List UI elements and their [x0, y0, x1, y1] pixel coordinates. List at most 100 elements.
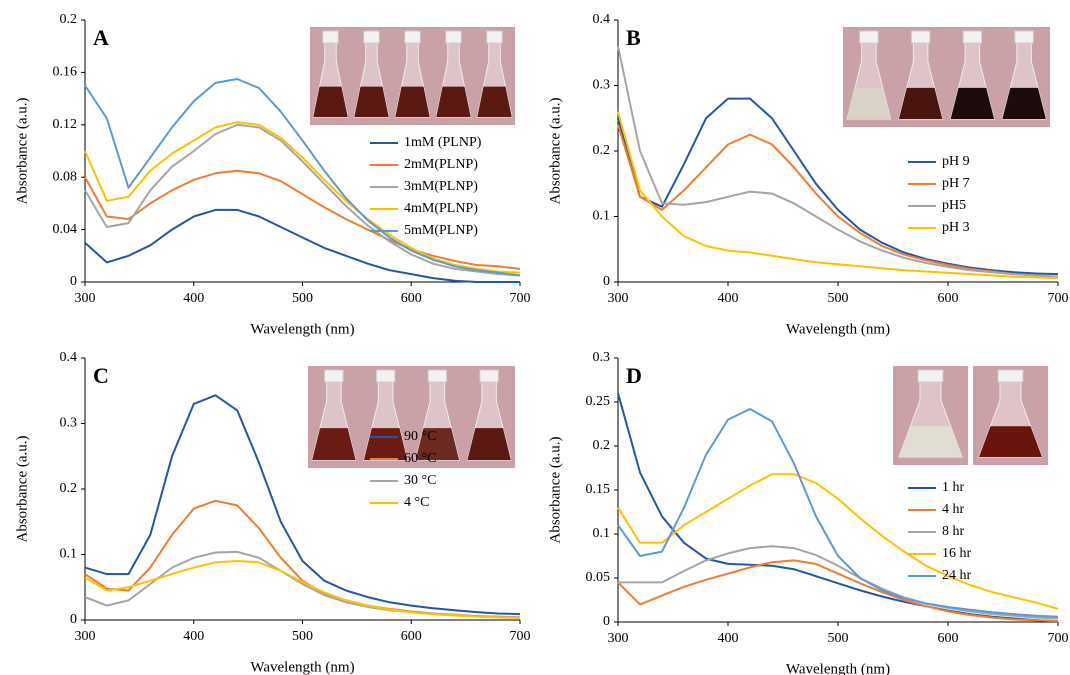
series-line — [617, 111, 1059, 280]
y-tick-label: 0.4 — [593, 12, 611, 27]
y-tick-label: 0.04 — [53, 222, 78, 237]
legend-label: 4 °C — [404, 495, 429, 510]
x-tick-label: 300 — [608, 291, 629, 306]
x-tick-label: 300 — [75, 629, 96, 644]
flask-cap — [322, 30, 339, 44]
y-tick-label: 0.1 — [593, 526, 611, 541]
x-tick-label: 600 — [401, 629, 422, 644]
x-tick-label: 600 — [938, 631, 959, 646]
series-line — [618, 545, 1059, 620]
flask-cap — [910, 30, 931, 44]
series-line — [617, 97, 1059, 276]
flask-cap — [859, 30, 879, 44]
flask-liquid — [847, 87, 891, 119]
flask-cap — [962, 30, 983, 44]
series-line — [84, 169, 521, 270]
flask-liquid — [477, 86, 512, 117]
y-tick-label: 0.2 — [593, 438, 611, 453]
x-tick-label: 400 — [183, 291, 204, 306]
y-tick-label: 0.3 — [593, 78, 611, 93]
flask-cap — [917, 369, 944, 383]
y-tick-label: 0 — [70, 274, 77, 289]
y-tick-label: 0.2 — [60, 481, 78, 496]
series-line — [84, 208, 520, 283]
y-tick-label: 0.12 — [53, 117, 78, 132]
legend-label: 8 hr — [942, 524, 965, 539]
x-tick-label: 700 — [1048, 631, 1069, 646]
x-tick-label: 500 — [828, 631, 849, 646]
legend-label: 4mM(PLNP) — [404, 201, 478, 216]
y-tick-label: 0 — [603, 274, 610, 289]
y-axis-label: Absorbance (a.u.) — [14, 435, 30, 542]
x-tick-label: 700 — [510, 629, 531, 644]
legend-label: 5mM(PLNP) — [404, 223, 478, 238]
series-line — [84, 560, 521, 619]
flask-cap — [363, 30, 380, 44]
x-tick-label: 500 — [292, 291, 313, 306]
flask-liquid — [312, 428, 356, 460]
panel-label: A — [93, 25, 109, 50]
legend-label: 1mM (PLNP) — [404, 135, 482, 150]
y-tick-label: 0 — [603, 614, 610, 629]
series-line — [84, 121, 521, 274]
y-tick-label: 0.08 — [53, 169, 78, 184]
flask-cap — [479, 369, 499, 383]
x-tick-label: 700 — [510, 291, 531, 306]
x-tick-label: 500 — [828, 291, 849, 306]
y-tick-label: 0.25 — [586, 394, 611, 409]
flask-cap — [1014, 30, 1034, 44]
legend-label: pH5 — [942, 198, 966, 213]
y-tick-label: 0.1 — [60, 547, 78, 562]
x-tick-label: 500 — [292, 629, 313, 644]
y-tick-label: 0.3 — [60, 416, 78, 431]
legend-label: 30 °C — [404, 473, 436, 488]
panel-label: B — [626, 25, 641, 50]
flask-cap — [445, 30, 462, 44]
series-line — [84, 78, 521, 277]
x-tick-label: 400 — [718, 291, 739, 306]
x-axis-label: Wavelength (nm) — [786, 661, 890, 675]
series-line — [617, 408, 1059, 618]
x-tick-label: 700 — [1048, 291, 1069, 306]
series-line — [617, 473, 1059, 610]
legend-label: pH 7 — [942, 176, 970, 191]
flask-liquid — [950, 87, 995, 119]
series-line — [84, 123, 521, 277]
flask-liquid — [467, 428, 511, 460]
y-tick-label: 0.1 — [593, 209, 611, 224]
flask-liquid — [899, 426, 962, 457]
legend-label: 2mM(PLNP) — [404, 157, 478, 172]
legend-label: 16 hr — [942, 546, 972, 561]
flask-liquid — [898, 87, 943, 119]
y-tick-label: 0.3 — [593, 350, 611, 365]
x-tick-label: 600 — [401, 291, 422, 306]
flask-cap — [486, 30, 503, 44]
y-axis-label: Absorbance (a.u.) — [547, 97, 563, 204]
legend-label: 4 hr — [942, 502, 965, 517]
x-axis-label: Wavelength (nm) — [250, 659, 354, 675]
x-tick-label: 400 — [183, 629, 204, 644]
flask-liquid — [979, 426, 1042, 457]
legend-label: 1 hr — [942, 480, 965, 495]
series-line — [617, 124, 1059, 278]
flask-cap — [324, 369, 344, 383]
legend-label: 60 °C — [404, 451, 436, 466]
y-tick-label: 0.15 — [586, 482, 611, 497]
series-line — [84, 394, 521, 616]
flask-cap — [427, 369, 448, 383]
flask-cap — [375, 369, 396, 383]
legend-label: pH 9 — [942, 154, 970, 169]
series-line — [617, 559, 1059, 623]
panel-label: C — [93, 363, 109, 388]
x-axis-label: Wavelength (nm) — [250, 321, 354, 337]
x-tick-label: 400 — [718, 631, 739, 646]
y-axis-label: Absorbance (a.u.) — [14, 97, 30, 204]
y-tick-label: 0.2 — [593, 143, 611, 158]
x-tick-label: 600 — [938, 291, 959, 306]
x-tick-label: 300 — [75, 291, 96, 306]
x-axis-label: Wavelength (nm) — [786, 321, 890, 337]
y-axis-label: Absorbance (a.u.) — [547, 436, 563, 543]
flask-liquid — [354, 86, 389, 117]
flask-liquid — [415, 428, 460, 460]
